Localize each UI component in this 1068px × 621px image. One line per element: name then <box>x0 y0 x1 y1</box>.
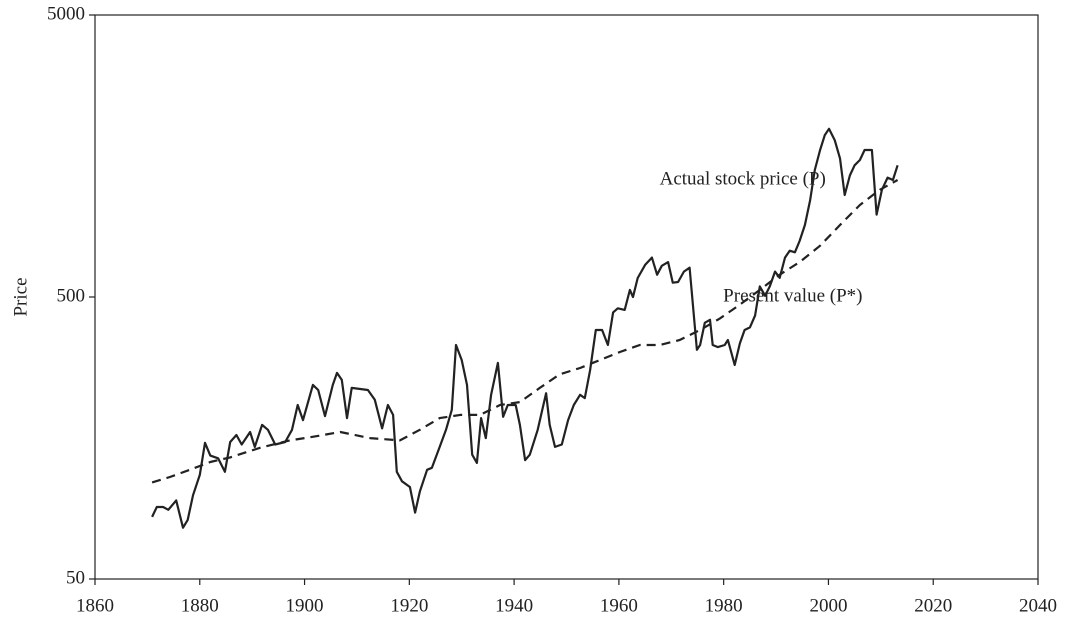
x-tick-label: 2020 <box>914 595 952 616</box>
series-line <box>151 127 899 529</box>
x-tick-label: 1900 <box>286 595 324 616</box>
y-tick-label: 5000 <box>47 3 85 24</box>
plot-frame <box>94 14 1039 580</box>
x-tick-label: 1980 <box>705 595 743 616</box>
x-tick-label: 1940 <box>495 595 533 616</box>
annotation: Present value (P*) <box>723 285 862 306</box>
annotation: Actual stock price (P) <box>660 168 826 189</box>
x-tick-label: 1960 <box>600 595 638 616</box>
x-tick-label: 1860 <box>76 595 114 616</box>
x-tick-label: 2000 <box>809 595 847 616</box>
x-tick-label: 1920 <box>390 595 428 616</box>
x-tick-label: 2040 <box>1019 595 1057 616</box>
y-tick-label: 500 <box>57 285 86 306</box>
x-tick-label: 1880 <box>181 595 219 616</box>
series-line <box>151 179 899 484</box>
y-axis-label: Price <box>10 277 31 316</box>
y-tick-label: 50 <box>66 567 85 588</box>
